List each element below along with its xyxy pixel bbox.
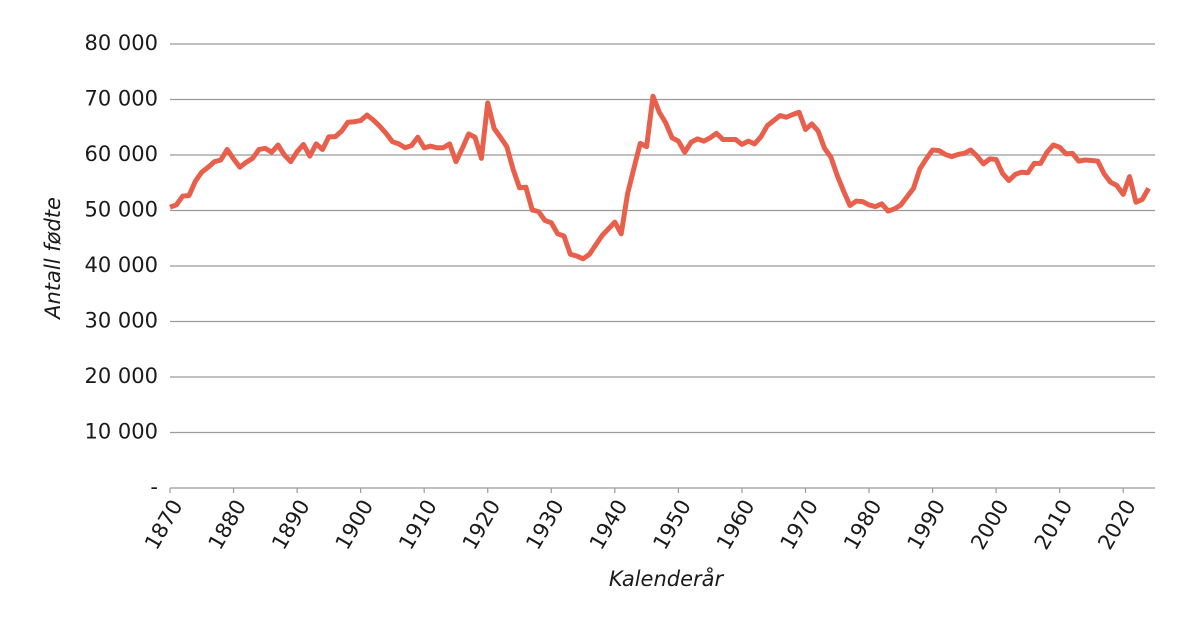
y-tick-label: 10 000 xyxy=(85,420,158,444)
y-tick-label: 80 000 xyxy=(85,31,158,55)
x-tick-label: 1930 xyxy=(521,496,569,554)
x-tick-label: 1920 xyxy=(458,496,506,554)
x-tick-label: 2010 xyxy=(1030,496,1078,554)
y-tick-label: 70 000 xyxy=(85,87,158,111)
y-tick-label: 20 000 xyxy=(85,364,158,388)
x-tick-label: 1970 xyxy=(775,496,823,554)
y-tick-label: 40 000 xyxy=(85,253,158,277)
x-tick-label: 2000 xyxy=(966,496,1014,554)
x-tick-label: 1940 xyxy=(585,496,633,554)
x-tick-label: 2020 xyxy=(1093,496,1141,554)
x-tick-label: 1880 xyxy=(204,496,252,554)
x-tick-label: 1870 xyxy=(140,496,188,554)
y-tick-label: - xyxy=(150,475,158,499)
x-tick-label: 1890 xyxy=(267,496,315,554)
x-tick-label: 1900 xyxy=(331,496,379,554)
y-tick-label: 30 000 xyxy=(85,309,158,333)
x-axis-label: Kalenderår xyxy=(609,566,725,591)
y-tick-label: 60 000 xyxy=(85,142,158,166)
x-tick-label: 1950 xyxy=(648,496,696,554)
x-tick-label: 1910 xyxy=(394,496,442,554)
y-tick-label: 50 000 xyxy=(85,198,158,222)
x-tick-label: 1980 xyxy=(839,496,887,554)
x-tick-label: 1960 xyxy=(712,496,760,554)
x-tick-label: 1990 xyxy=(903,496,951,554)
data-line xyxy=(169,93,1151,262)
y-axis-label: Antall fødte xyxy=(41,197,65,321)
